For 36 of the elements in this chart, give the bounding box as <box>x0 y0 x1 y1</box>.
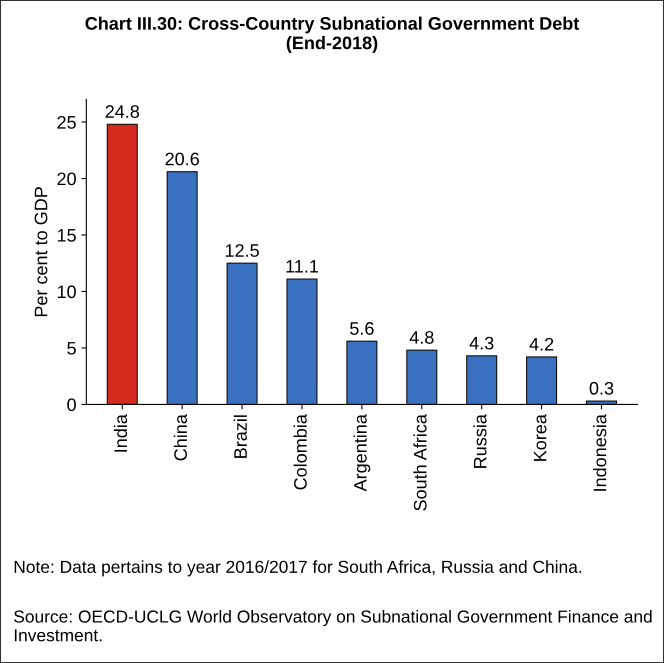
data-label: 5.6 <box>350 322 374 335</box>
data-label: 4.2 <box>529 338 554 350</box>
x-tick-label: India <box>114 414 128 452</box>
x-tick-label: Korea <box>534 414 546 461</box>
data-label: 4.3 <box>470 336 494 350</box>
bar <box>466 355 498 404</box>
data-label: 20.6 <box>166 152 199 166</box>
data-label: 4.8 <box>410 331 434 344</box>
x-tick-label: Indonesia <box>593 414 606 491</box>
bar <box>406 350 438 404</box>
y-tick-label: 5 <box>67 342 76 355</box>
x-tick-label: China <box>174 414 188 460</box>
x-tick-label: Russia <box>473 414 487 468</box>
data-label: 12.5 <box>226 244 259 257</box>
data-label: 11.1 <box>286 260 318 273</box>
x-tick-label: Colombia <box>294 414 307 490</box>
text: Note: Data pertains to year 2016/2017 for South Africa, Russia and China. <box>14 560 582 576</box>
y-axis-title: Per cent to GDP <box>34 187 48 316</box>
y-tick-label: 25 <box>57 116 76 129</box>
chart-title: Chart III.30: Cross-Country Subnational Government Debt (End-2018) <box>85 16 580 53</box>
bar <box>226 262 258 404</box>
data-label: 0.3 <box>590 382 614 395</box>
x-tick-label: Brazil <box>234 415 247 458</box>
bar <box>346 340 378 404</box>
bar <box>526 356 558 404</box>
data-label: 24.8 <box>106 105 140 118</box>
bar <box>166 171 198 404</box>
y-tick-label: 0 <box>67 398 76 412</box>
y-tick-label: 20 <box>57 172 76 186</box>
x-tick-label: South Africa <box>413 414 427 511</box>
bar <box>106 124 138 404</box>
y-tick-label: 15 <box>58 229 76 242</box>
x-tick-label: Argentina <box>353 414 370 492</box>
source-note: Source: OECD-UCLG World Observatory on Subnational Government Finance and Investment. <box>14 610 652 642</box>
y-tick-label: 10 <box>58 285 76 298</box>
bar <box>286 278 318 404</box>
